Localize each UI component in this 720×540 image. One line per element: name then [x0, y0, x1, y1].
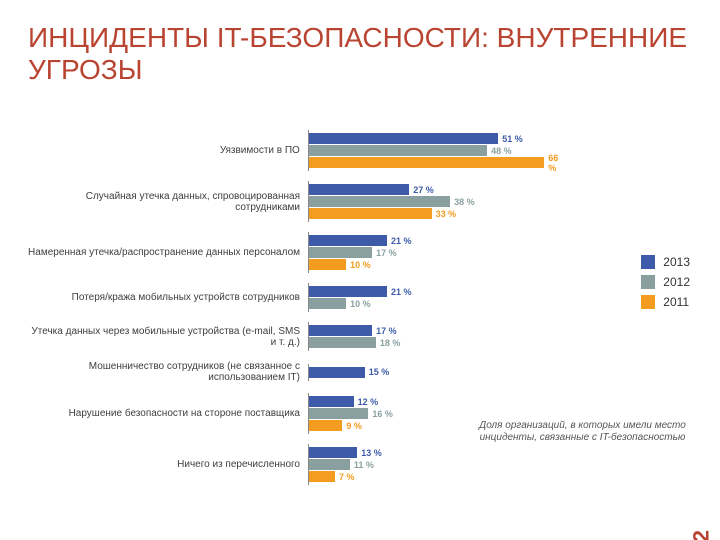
legend-label: 2013 — [663, 255, 690, 269]
bar — [309, 447, 357, 458]
legend-item: 2011 — [641, 295, 690, 309]
bar — [309, 337, 376, 348]
bar-line: 51 % — [309, 133, 568, 144]
bar-value: 21 % — [391, 236, 412, 246]
bar — [309, 471, 335, 482]
category-label: Случайная утечка данных, спровоцированна… — [28, 191, 308, 213]
bar-line: 66 % — [309, 157, 568, 168]
bar-group: 17 % 18 % — [308, 322, 568, 351]
legend-swatch — [641, 255, 655, 269]
bar-line: 48 % — [309, 145, 568, 156]
chart-row: Случайная утечка данных, спровоцированна… — [28, 181, 568, 222]
legend-item: 2013 — [641, 255, 690, 269]
bar-line: 10 % — [309, 298, 568, 309]
category-label: Мошенничество сотрудников (не связанное … — [28, 361, 308, 383]
bar-value: 66 % — [548, 153, 568, 173]
bar-line: 13 % — [309, 447, 568, 458]
bar — [309, 325, 372, 336]
bar — [309, 420, 342, 431]
chart-row: Мошенничество сотрудников (не связанное … — [28, 361, 568, 383]
legend-label: 2012 — [663, 275, 690, 289]
bar-line: 16 % — [309, 408, 568, 419]
bar — [309, 184, 409, 195]
category-label: Намеренная утечка/распространение данных… — [28, 247, 308, 258]
bar-value: 7 % — [339, 472, 355, 482]
bar-line: 11 % — [309, 459, 568, 470]
bar — [309, 367, 365, 378]
chart-row: Ничего из перечисленного 13 % 11 % 7 % — [28, 444, 568, 485]
bar-line: 21 % — [309, 235, 568, 246]
bar-value: 10 % — [350, 299, 371, 309]
bar-line: 15 % — [309, 367, 568, 378]
chart-row: Потеря/кража мобильных устройств сотрудн… — [28, 283, 568, 312]
legend-label: 2011 — [663, 295, 689, 309]
bar-value: 38 % — [454, 197, 475, 207]
bar — [309, 298, 346, 309]
chart-row: Утечка данных через мобильные устройства… — [28, 322, 568, 351]
bar — [309, 286, 387, 297]
category-label: Потеря/кража мобильных устройств сотрудн… — [28, 292, 308, 303]
bar — [309, 196, 450, 207]
bar — [309, 133, 498, 144]
bar-value: 51 % — [502, 134, 523, 144]
bar-line: 18 % — [309, 337, 568, 348]
chart-caption: Доля организаций, в которых имели место … — [475, 420, 690, 444]
bar — [309, 145, 487, 156]
chart-row: Намеренная утечка/распространение данных… — [28, 232, 568, 273]
bar-value: 13 % — [361, 448, 382, 458]
bar-value: 48 % — [491, 146, 512, 156]
bar-value: 9 % — [346, 421, 362, 431]
bar-value: 15 % — [369, 367, 390, 377]
category-label: Утечка данных через мобильные устройства… — [28, 326, 308, 348]
bar-line: 17 % — [309, 325, 568, 336]
bar-value: 18 % — [380, 338, 401, 348]
bar-line: 27 % — [309, 184, 568, 195]
bar-line: 10 % — [309, 259, 568, 270]
bar-value: 17 % — [376, 248, 397, 258]
bar — [309, 208, 432, 219]
bar-value: 21 % — [391, 287, 412, 297]
bar-group: 15 % — [308, 364, 568, 381]
bar-value: 17 % — [376, 326, 397, 336]
bar-group: 51 %48 %66 % — [308, 130, 568, 171]
bar — [309, 247, 372, 258]
bar-value: 10 % — [350, 260, 371, 270]
legend-swatch — [641, 295, 655, 309]
bar — [309, 408, 368, 419]
bar-line: 38 % — [309, 196, 568, 207]
bar-value: 33 % — [436, 209, 457, 219]
bar-line: 33 % — [309, 208, 568, 219]
bar-line: 7 % — [309, 471, 568, 482]
bar-value: 16 % — [372, 409, 393, 419]
legend: 2013 2012 2011 — [641, 255, 690, 315]
chart-row: Уязвимости в ПО51 %48 %66 % — [28, 130, 568, 171]
category-label: Уязвимости в ПО — [28, 145, 308, 156]
bar-value: 12 % — [358, 397, 379, 407]
legend-item: 2012 — [641, 275, 690, 289]
bar-group: 27 % 38 % 33 % — [308, 181, 568, 222]
bar-group: 21 % 10 % — [308, 283, 568, 312]
category-label: Нарушение безопасности на стороне постав… — [28, 408, 308, 419]
bar-value: 11 % — [354, 460, 374, 470]
bar — [309, 259, 346, 270]
bar — [309, 235, 387, 246]
bar-line: 21 % — [309, 286, 568, 297]
bar-group: 21 % 17 % 10 % — [308, 232, 568, 273]
page-title: ИНЦИДЕНТЫ IT-БЕЗОПАСНОСТИ: ВНУТРЕННИЕ УГ… — [28, 22, 692, 86]
page-number: 12 — [688, 530, 714, 540]
bar — [309, 396, 354, 407]
bar-group: 13 % 11 % 7 % — [308, 444, 568, 485]
category-label: Ничего из перечисленного — [28, 459, 308, 470]
bar — [309, 157, 544, 168]
bar-value: 27 % — [413, 185, 434, 195]
bar-line: 12 % — [309, 396, 568, 407]
bar-line: 17 % — [309, 247, 568, 258]
bar — [309, 459, 350, 470]
legend-swatch — [641, 275, 655, 289]
